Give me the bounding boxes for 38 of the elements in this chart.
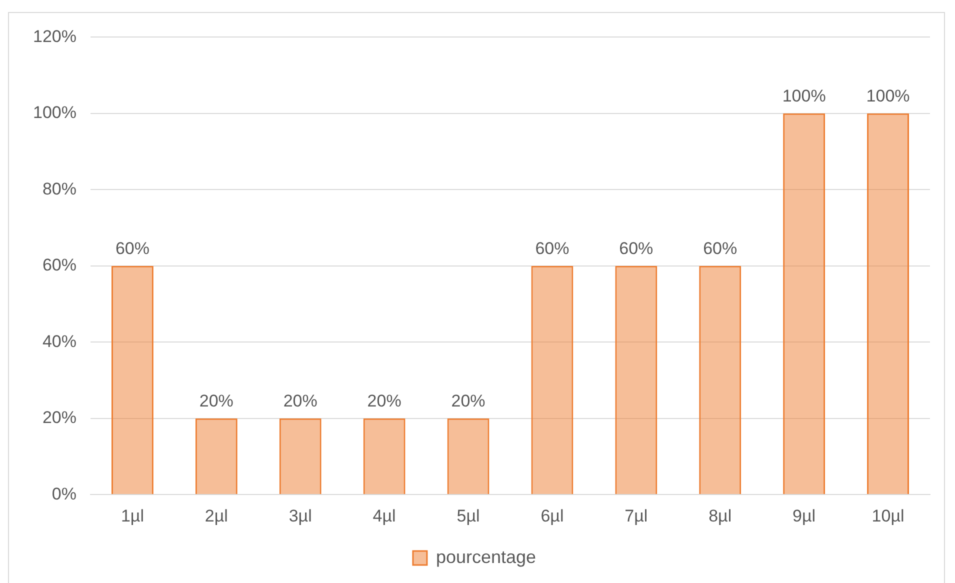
data-label: 60%	[535, 239, 570, 258]
bar	[531, 266, 574, 494]
x-tick-label: 6µl	[540, 506, 564, 526]
x-tick-label: 9µl	[792, 506, 816, 526]
data-label: 60%	[619, 239, 654, 258]
x-tick-label: 10µl	[872, 506, 904, 526]
x-tick-label: 2µl	[204, 506, 228, 526]
x-tick-label: 3µl	[288, 506, 312, 526]
data-label: 100%	[782, 86, 826, 106]
y-tick-label: 100%	[32, 103, 76, 122]
x-tick-label: 8µl	[708, 506, 732, 526]
y-tick-label: 60%	[42, 256, 76, 275]
data-label: 20%	[283, 392, 318, 411]
bar	[699, 266, 742, 494]
x-tick-label: 1µl	[120, 506, 144, 526]
data-label: 60%	[115, 239, 150, 258]
bar	[363, 418, 406, 494]
bar	[111, 266, 154, 494]
bar	[195, 418, 238, 494]
data-label: 60%	[703, 239, 738, 258]
legend-label: pourcentage	[436, 546, 536, 567]
data-label: 20%	[367, 392, 402, 411]
bar	[447, 418, 490, 494]
data-label: 20%	[199, 392, 234, 411]
y-tick-label: 80%	[42, 179, 76, 198]
y-tick-label: 20%	[42, 408, 76, 428]
x-tick-label: 4µl	[372, 506, 396, 526]
y-tick-label: 0%	[52, 484, 76, 504]
y-tick-label: 120%	[32, 26, 76, 46]
data-label: 100%	[866, 86, 910, 106]
bar	[867, 113, 910, 494]
bar	[783, 113, 826, 494]
bar	[615, 266, 658, 494]
data-label: 20%	[451, 392, 486, 411]
x-tick-label: 7µl	[624, 506, 648, 526]
x-tick-label: 5µl	[456, 506, 480, 526]
bar	[279, 418, 322, 494]
y-tick-label: 40%	[42, 332, 76, 351]
